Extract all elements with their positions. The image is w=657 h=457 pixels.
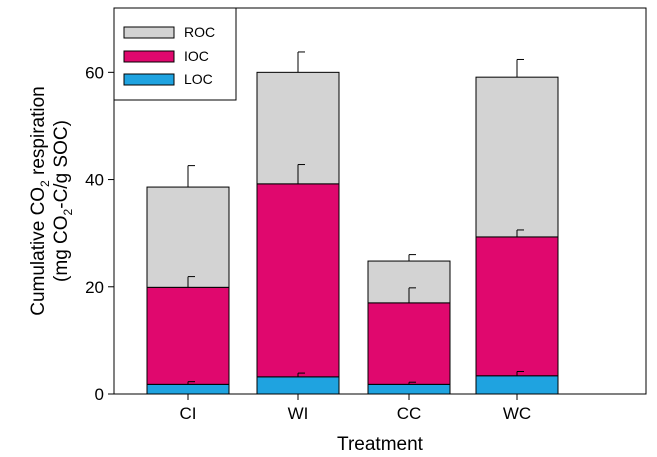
svg-text:(mg CO2-C/g SOC): (mg CO2-C/g SOC): [51, 120, 75, 282]
y-title-line2-sub: 2: [61, 208, 75, 215]
bars-layer: [146, 71, 559, 395]
legend: ROC IOC LOC: [113, 7, 237, 101]
bar-wi-ioc: [256, 183, 340, 378]
bar-ci-loc: [146, 383, 230, 395]
y-tick-label-20: 20: [85, 278, 104, 297]
x-axis-title: Treatment: [337, 434, 424, 455]
legend-label-roc: ROC: [184, 24, 215, 40]
legend-label-loc: LOC: [184, 71, 213, 87]
y-tick-label-0: 0: [95, 385, 104, 404]
bar-wi-loc: [256, 376, 340, 395]
bar-wc-roc: [475, 76, 559, 238]
bar-ci-ioc: [146, 286, 230, 385]
y-title-line1-sub: 2: [38, 180, 52, 187]
x-tick-label-ci: CI: [180, 404, 197, 423]
x-tick-label-wi: WI: [288, 404, 309, 423]
svg-text:Cumulative CO2 respiration: Cumulative CO2 respiration: [28, 86, 52, 316]
legend-swatch-loc: [123, 73, 175, 86]
x-axis: CI WI CC WC: [180, 394, 531, 423]
error-bars-layer: [187, 51, 524, 385]
legend-label-ioc: IOC: [184, 48, 209, 64]
y-title-line2-b: -C/g SOC): [51, 120, 72, 209]
bar-ci-roc: [146, 186, 230, 288]
legend-swatch-roc: [123, 26, 175, 39]
bar-cc-ioc: [367, 302, 451, 385]
bar-wc-loc: [475, 375, 559, 395]
y-tick-label-40: 40: [85, 171, 104, 190]
y-title-line2-a: (mg CO: [51, 215, 72, 282]
x-tick-label-wc: WC: [503, 404, 531, 423]
bar-wc-ioc: [475, 236, 559, 377]
y-axis-title: Cumulative CO2 respiration (mg CO2-C/g S…: [28, 86, 75, 316]
legend-swatch-ioc: [123, 50, 175, 63]
y-title-line1-b: respiration: [28, 86, 49, 180]
y-tick-label-60: 60: [85, 63, 104, 82]
bar-cc-loc: [367, 383, 451, 395]
y-title-line1-a: Cumulative CO: [28, 187, 49, 316]
x-tick-label-cc: CC: [397, 404, 422, 423]
y-axis: 0 20 40 60: [85, 63, 114, 404]
